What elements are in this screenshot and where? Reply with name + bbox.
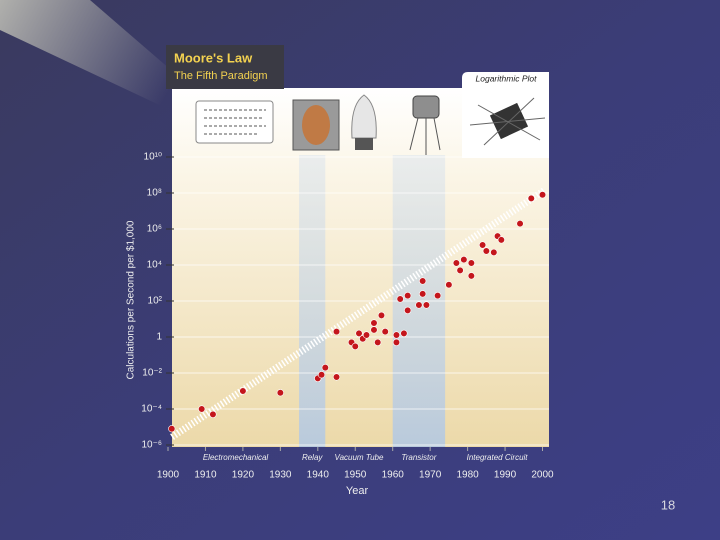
data-point	[415, 301, 423, 309]
data-point	[404, 306, 412, 315]
data-point	[332, 327, 341, 336]
data-point	[381, 327, 389, 336]
x-tick-label: 1900	[157, 470, 180, 481]
chart-title: Moore's Law	[174, 50, 253, 65]
data-point	[445, 281, 453, 289]
x-tick-label: 1950	[344, 470, 367, 481]
x-tick-label: 1940	[307, 470, 330, 481]
card-holes	[204, 109, 266, 135]
era-label: Transistor	[401, 453, 436, 462]
chart-subtitle: The Fifth Paradigm	[174, 70, 268, 82]
pictures: Logarithmic Plot	[195, 72, 549, 158]
x-tick-label: 1910	[194, 470, 217, 481]
data-point	[377, 311, 386, 319]
y-tick-label: 10⁻⁴	[141, 404, 162, 415]
trend-line	[170, 187, 547, 440]
data-point	[351, 342, 359, 351]
data-point	[527, 194, 535, 203]
y-tick-label: 10¹⁰	[144, 152, 162, 163]
data-point	[332, 373, 341, 381]
y-tick-label: 10⁻²	[142, 368, 162, 379]
data-point	[355, 329, 363, 337]
x-tick-label: 1970	[419, 470, 442, 481]
data-point	[362, 331, 371, 339]
data-point	[478, 241, 487, 249]
data-point	[490, 248, 498, 257]
transistor-leads	[409, 117, 441, 155]
era-label: Vacuum Tube	[335, 453, 384, 462]
y-tick-label: 10⁸	[147, 188, 162, 199]
data-point	[396, 295, 404, 303]
data-point	[452, 259, 460, 267]
transistor	[412, 95, 440, 119]
data-point	[374, 338, 382, 347]
data-point	[400, 329, 408, 337]
data-point	[482, 247, 490, 255]
data-point	[370, 326, 378, 334]
title-box	[166, 45, 284, 89]
x-axis-label: Year	[346, 485, 369, 497]
data-point	[422, 301, 431, 309]
data-point	[467, 272, 475, 280]
x-tick-label: 2000	[531, 470, 554, 481]
data-point	[239, 387, 247, 395]
data-point	[168, 425, 176, 433]
relay-coil	[302, 105, 330, 145]
streak	[0, 0, 200, 110]
punch-card	[195, 100, 274, 144]
era-label: Electromechanical	[203, 453, 269, 462]
era-label: Integrated Circuit	[467, 453, 529, 462]
data-point	[434, 291, 442, 300]
tube-base	[355, 138, 373, 150]
y-tick-label: 10⁶	[147, 224, 162, 235]
data-point	[419, 277, 427, 285]
data-point	[276, 389, 284, 397]
data-point	[497, 236, 505, 244]
data-point	[392, 338, 401, 347]
y-tick-label: 10⁻⁶	[141, 440, 162, 451]
data-point	[392, 331, 401, 339]
annotation: Logarithmic Plot	[476, 73, 538, 83]
x-tick-label: 1960	[382, 470, 405, 481]
data-point	[516, 219, 524, 228]
data-point	[467, 259, 475, 267]
vacuum-tube	[351, 94, 377, 139]
data-point	[198, 405, 206, 413]
y-axis-label: Calculations per Second per $1,000	[126, 220, 137, 379]
era-label: Relay	[302, 453, 323, 462]
chip-pins	[469, 97, 546, 146]
x-tick-label: 1920	[232, 470, 255, 481]
y-tick-label: 10²	[148, 296, 163, 307]
y-tick-label: 10⁴	[147, 260, 162, 271]
data-point	[317, 371, 326, 379]
x-tick-label: 1990	[494, 470, 517, 481]
data-point	[456, 266, 464, 275]
data-point	[460, 255, 468, 264]
data-point	[419, 290, 427, 298]
x-tick-label: 1980	[456, 470, 479, 481]
x-tick-label: 1930	[269, 470, 292, 481]
slide-number: 18	[661, 497, 675, 512]
data-point	[209, 410, 217, 419]
data-point	[404, 291, 412, 300]
data-point	[370, 319, 378, 327]
y-tick-label: 1	[156, 332, 162, 343]
data-point	[538, 191, 547, 199]
data-point	[321, 363, 329, 372]
